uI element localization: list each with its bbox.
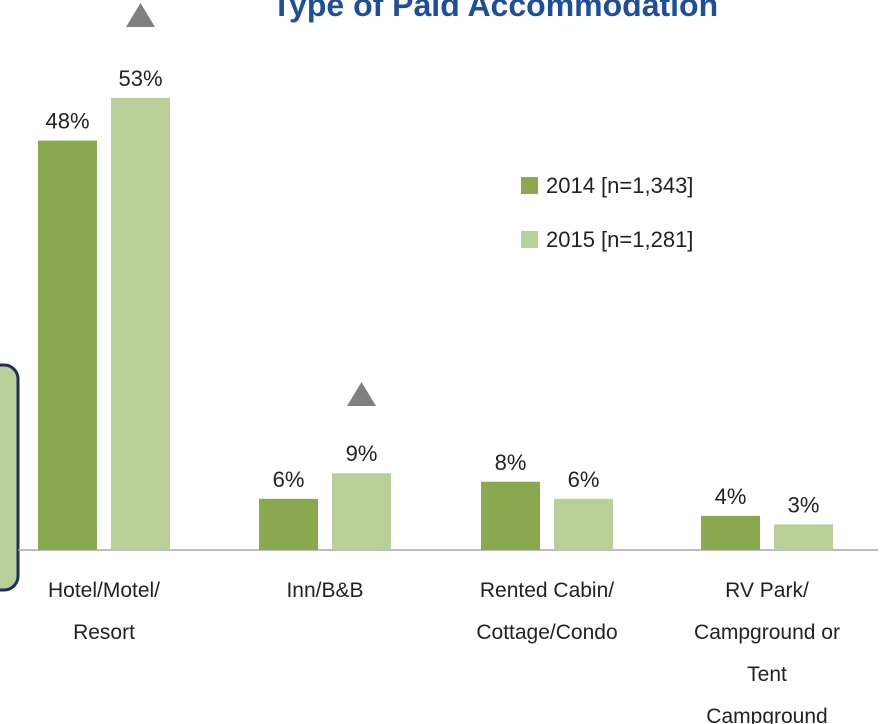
legend-swatch xyxy=(521,231,538,248)
x-tick-label: Rented Cabin/ Cottage/Condo xyxy=(476,579,618,644)
chart-title: Type of Paid Accommodation xyxy=(272,0,718,23)
x-tick-label: Inn/B&B xyxy=(286,579,364,602)
value-label: 6% xyxy=(568,467,600,492)
value-label: 48% xyxy=(45,109,89,134)
bar xyxy=(774,524,833,550)
bar xyxy=(332,473,391,550)
bar xyxy=(481,481,540,550)
value-label: 6% xyxy=(273,467,305,492)
side-box xyxy=(0,363,20,592)
value-label: 3% xyxy=(788,492,820,517)
value-label: 53% xyxy=(118,66,162,91)
legend-label: 2014 [n=1,343] xyxy=(546,173,693,198)
bar xyxy=(701,515,760,550)
value-label: 9% xyxy=(346,441,378,466)
x-tick-label: Hotel/Motel/ Resort xyxy=(47,579,161,644)
value-label: 8% xyxy=(495,450,527,475)
bar xyxy=(38,140,97,550)
value-label: 4% xyxy=(715,484,747,509)
legend-swatch xyxy=(521,177,538,194)
legend-label: 2015 [n=1,281] xyxy=(546,227,693,252)
x-tick-label: RV Park/ Campground or Tent Campground xyxy=(694,579,840,724)
bar xyxy=(111,97,170,550)
bar xyxy=(259,498,318,550)
increase-marker xyxy=(126,3,155,27)
increase-marker xyxy=(347,382,376,406)
bar xyxy=(554,498,613,550)
